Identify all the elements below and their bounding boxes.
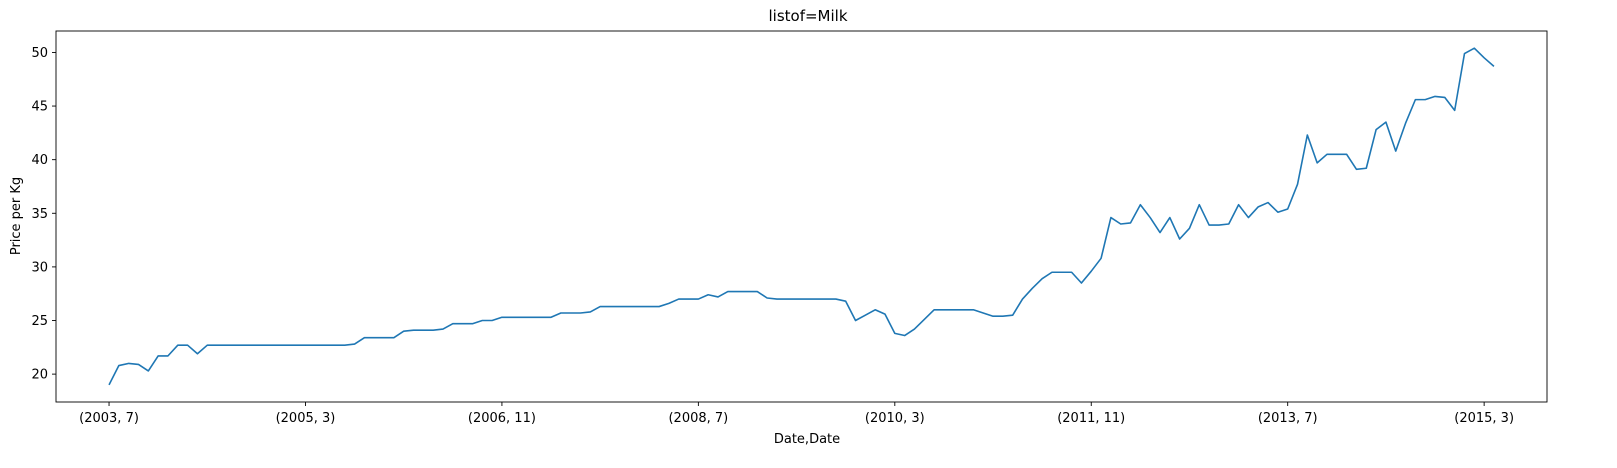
series-line bbox=[108, 47, 1495, 386]
y-tick-label: 50 bbox=[31, 46, 48, 61]
y-axis-title: Price per Kg bbox=[9, 177, 24, 255]
x-tick-label: (2006, 11) bbox=[468, 411, 536, 426]
x-tick-label: (2008, 7) bbox=[668, 411, 728, 426]
x-tick-label: (2011, 11) bbox=[1057, 411, 1125, 426]
x-tick-label: (2013, 7) bbox=[1258, 411, 1318, 426]
x-axis: (2003, 7) (2005, 3) (2006, 11) (2008, 7) (20… bbox=[79, 402, 1514, 426]
y-tick-label: 25 bbox=[31, 314, 48, 329]
y-axis: 20 25 30 35 40 45 50 bbox=[31, 46, 56, 383]
y-tick-label: 30 bbox=[31, 260, 48, 275]
x-tick-label: (2010, 3) bbox=[865, 411, 925, 426]
y-tick-label: 45 bbox=[31, 100, 48, 115]
x-tick-label: (2003, 7) bbox=[79, 411, 139, 426]
x-axis-title: Date,Date bbox=[774, 432, 840, 447]
plot-frame bbox=[55, 30, 1548, 403]
chart-title: listof=Milk bbox=[768, 7, 847, 25]
y-tick-label: 35 bbox=[31, 207, 48, 222]
x-tick-label: (2015, 3) bbox=[1454, 411, 1514, 426]
y-tick-label: 40 bbox=[31, 153, 48, 168]
plot-area bbox=[55, 30, 1548, 403]
y-tick-label: 20 bbox=[31, 368, 48, 383]
x-tick-label: (2005, 3) bbox=[276, 411, 336, 426]
